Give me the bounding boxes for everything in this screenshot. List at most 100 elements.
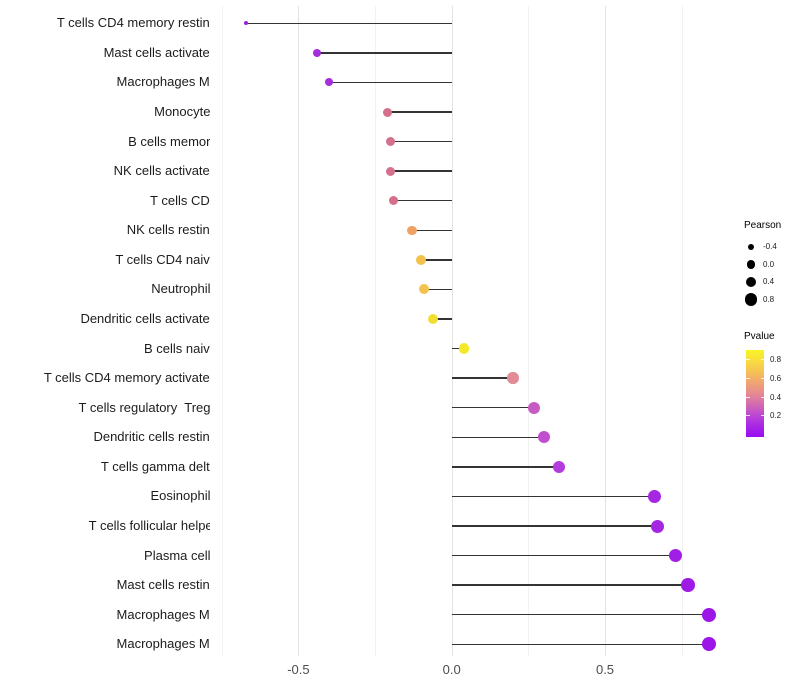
colorbar-tick-label: 0.6	[770, 373, 782, 383]
lollipop-stem	[451, 377, 513, 379]
lollipop-stem	[451, 613, 710, 616]
lollipop-dot	[528, 401, 541, 414]
lollipop-stem	[411, 229, 452, 232]
legend-pearson-entries: -0.4 0.0 0.4 0.8	[744, 238, 800, 308]
x-axis: -0.5 0.0 0.5	[210, 660, 737, 684]
legend-size-label: 0.0	[763, 259, 775, 269]
y-axis-label: NK cells resting	[126, 222, 217, 238]
lollipop-dot	[419, 284, 430, 295]
colorbar-tick	[746, 359, 750, 361]
colorbar-tick	[760, 396, 764, 398]
lollipop-stem	[316, 52, 452, 54]
lollipop-stem	[451, 643, 710, 646]
lollipop-stem	[451, 525, 658, 527]
y-axis-label: Mast cells resting	[116, 577, 217, 593]
y-axis-labels: T cells CD4 memory resting Mast cells act…	[0, 6, 217, 656]
lollipop-stem	[451, 436, 544, 439]
lollipop-stem	[329, 81, 452, 84]
lollipop-dot	[407, 225, 417, 236]
legend-size-dot	[745, 276, 757, 287]
lollipop-stem	[246, 22, 452, 25]
legend-pearson-entry: 0.4	[744, 273, 800, 291]
lollipop-dot	[702, 607, 717, 622]
colorbar-tick	[746, 415, 750, 417]
y-axis-label: T cells CD4 memory resting	[56, 15, 217, 31]
legend-pearson: Pearson -0.4 0.0 0.4 0.8	[744, 220, 800, 308]
lollipop-dot	[552, 460, 566, 474]
legend-pvalue-title: Pvalue	[744, 331, 775, 342]
legend-dot-box	[744, 257, 758, 271]
grid-major-line	[298, 6, 300, 656]
legend-size-dot	[746, 260, 756, 269]
lollipop-dot	[458, 343, 470, 354]
lollipop-stem	[393, 199, 452, 202]
colorbar-tick-label: 0.4	[770, 392, 782, 402]
y-axis-label: Dendritic cells activated	[80, 311, 217, 326]
grid-minor-line	[375, 6, 377, 656]
plot-panel	[210, 6, 737, 656]
lollipop-dot	[507, 372, 519, 384]
lollipop-dot	[537, 431, 550, 444]
legend-dot-box	[744, 292, 758, 306]
lollipop-dot	[385, 166, 395, 176]
legend-pearson-title: Pearson	[744, 220, 782, 231]
y-axis-label: T cells CD8	[150, 192, 217, 208]
y-axis-label: T cells CD4 memory activated	[43, 370, 217, 386]
y-axis-label: T cells gamma delta	[100, 458, 217, 474]
lollipop-stem	[421, 259, 452, 261]
lollipop-stem	[390, 140, 452, 143]
legend-dot-box	[744, 240, 758, 254]
grid-minor-line	[528, 6, 530, 656]
lollipop-dot	[416, 254, 427, 265]
lollipop-stem	[451, 347, 464, 350]
lollipop-dot	[325, 78, 334, 87]
legend-size-label: 0.8	[763, 294, 775, 304]
x-axis-tick-label: -0.5	[287, 662, 310, 677]
y-axis-label: Plasma cells	[144, 547, 217, 563]
lollipop-dot	[647, 489, 661, 503]
y-axis-label: T cells CD4 naive	[115, 251, 217, 267]
colorbar-tick	[760, 415, 764, 417]
grid-major-line	[451, 6, 453, 656]
lollipop-stem	[387, 111, 452, 113]
y-axis-label: B cells memory	[128, 133, 217, 149]
lollipop-dot	[385, 137, 395, 147]
lollipop-stem	[390, 170, 452, 172]
y-axis-label: Macrophages M2	[116, 74, 217, 90]
y-axis-label: Macrophages M0	[116, 606, 217, 622]
legend-pvalue: Pvalue 0.8 0.6 0.4 0.2	[744, 331, 800, 437]
y-axis-label: T cells regulatory Tregs	[78, 399, 217, 415]
lollipop-dot	[312, 48, 321, 57]
lollipop-dot	[382, 107, 392, 117]
y-axis-label: NK cells activated	[113, 163, 217, 179]
legend-size-label: 0.4	[763, 277, 775, 287]
grid-minor-line	[221, 6, 223, 656]
legend-pearson-entry: 0.0	[744, 256, 800, 274]
colorbar-tick	[746, 377, 750, 379]
lollipop-stem	[451, 584, 688, 586]
lollipop-dot	[388, 196, 398, 206]
y-axis-label: Eosinophils	[150, 488, 218, 504]
y-axis-label: Macrophages M1	[116, 636, 217, 652]
colorbar-tick-label: 0.8	[770, 355, 782, 365]
lollipop-dot	[244, 21, 249, 26]
legend-size-dot	[744, 293, 758, 306]
lollipop-stem	[451, 466, 559, 468]
lollipop-stem	[433, 318, 452, 320]
lollipop-stem	[451, 495, 655, 498]
colorbar-tick-label: 0.2	[770, 411, 782, 421]
colorbar-tick	[760, 359, 764, 361]
grid-major-line	[605, 6, 606, 656]
colorbar-tick	[760, 377, 764, 379]
y-axis-label: B cells naive	[144, 340, 217, 356]
lollipop-stem	[424, 288, 452, 291]
y-axis-label: Mast cells activated	[103, 44, 217, 60]
lollipop-stem	[451, 406, 535, 409]
lollipop-stem	[451, 554, 676, 557]
colorbar-tick	[746, 396, 750, 398]
y-axis-label: Monocytes	[154, 104, 217, 119]
lollipop-dot	[669, 549, 683, 563]
legend-pearson-entry: -0.4	[744, 238, 800, 256]
legend-size-label: -0.4	[763, 242, 777, 252]
